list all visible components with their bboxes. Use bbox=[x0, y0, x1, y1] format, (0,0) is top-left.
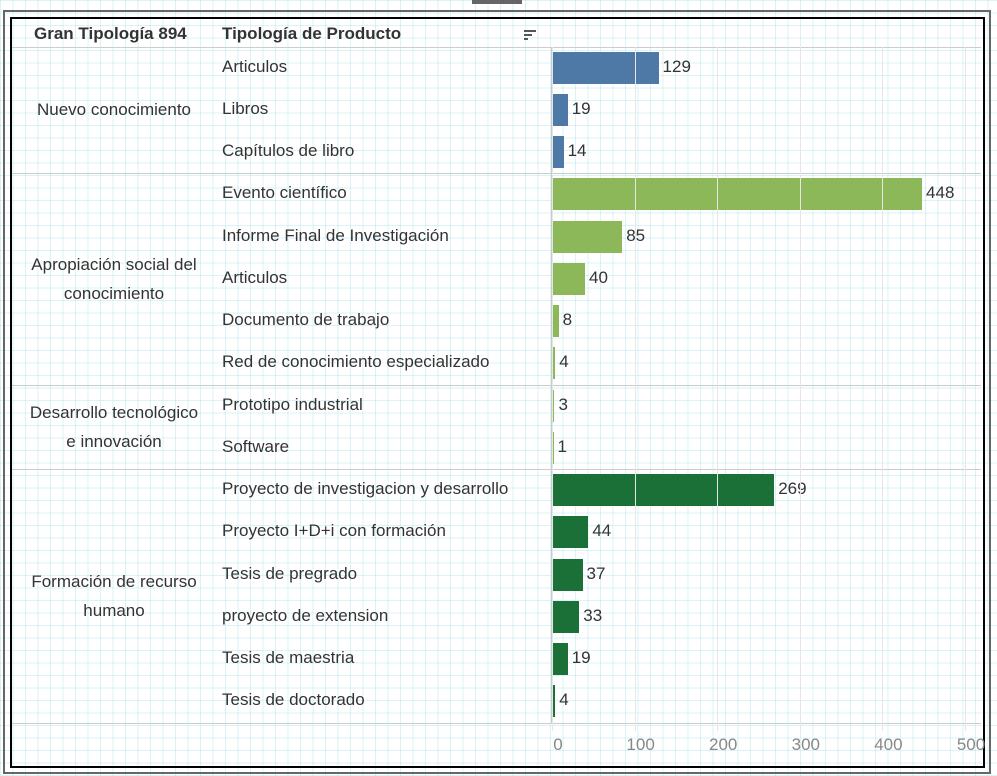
bar[interactable] bbox=[552, 643, 568, 676]
product-label[interactable]: Red de conocimiento especializado bbox=[222, 352, 490, 372]
data-label: 129 bbox=[662, 56, 691, 76]
data-label: 448 bbox=[926, 183, 955, 203]
group-label-line: Formación de recurso bbox=[31, 571, 197, 591]
group-divider bbox=[12, 384, 981, 386]
data-label: 8 bbox=[562, 310, 573, 330]
data-label: 4 bbox=[559, 690, 569, 710]
bar[interactable] bbox=[552, 685, 556, 718]
data-label: 40 bbox=[589, 267, 608, 287]
data-label: 44 bbox=[592, 521, 612, 541]
group-label-line: Desarrollo tecnológico bbox=[29, 402, 199, 422]
product-label[interactable]: Evento científico bbox=[222, 183, 347, 203]
data-label: 19 bbox=[571, 648, 591, 668]
gridline bbox=[965, 46, 966, 731]
bar[interactable] bbox=[552, 136, 564, 169]
x-tick-label: 300 bbox=[791, 735, 820, 754]
product-label[interactable]: Documento de trabajo bbox=[222, 310, 390, 330]
bar[interactable] bbox=[552, 516, 589, 549]
group-label-line: Nuevo conocimiento bbox=[36, 100, 192, 120]
gridline bbox=[552, 46, 553, 731]
bar[interactable] bbox=[552, 347, 556, 380]
data-label: 14 bbox=[567, 141, 587, 161]
data-label: 85 bbox=[626, 225, 646, 245]
x-tick-label: 500 bbox=[956, 735, 986, 754]
sort-icon[interactable] bbox=[524, 30, 536, 42]
group-divider bbox=[12, 722, 981, 724]
product-label[interactable]: Tesis de doctorado bbox=[222, 690, 365, 710]
x-tick-label: 100 bbox=[626, 735, 655, 754]
bar[interactable] bbox=[552, 600, 580, 633]
x-tick-label: 200 bbox=[709, 735, 738, 754]
group-label-line: Apropiación social del bbox=[31, 254, 197, 274]
group-label: Desarrollo tecnológico e innovación bbox=[14, 398, 214, 456]
bar[interactable] bbox=[552, 558, 583, 591]
data-label: 37 bbox=[586, 563, 606, 583]
group-label-line: e innovación bbox=[66, 431, 162, 451]
window-tab bbox=[472, 0, 522, 4]
dashboard-frame bbox=[3, 10, 991, 774]
bar[interactable] bbox=[552, 305, 559, 338]
bar[interactable] bbox=[552, 220, 623, 253]
product-label[interactable]: Prototipo industrial bbox=[222, 394, 363, 414]
group-divider bbox=[12, 469, 981, 470]
worksheet-frame bbox=[10, 17, 985, 768]
data-label: 19 bbox=[571, 98, 591, 118]
bar[interactable] bbox=[552, 93, 568, 126]
column-header-group[interactable]: Gran Tipología 894 bbox=[34, 24, 187, 43]
product-label[interactable]: Tesis de pregrado bbox=[222, 563, 358, 583]
product-label[interactable]: Software bbox=[222, 436, 290, 456]
data-label: 3 bbox=[558, 394, 568, 414]
header-divider bbox=[12, 46, 981, 48]
data-label: 33 bbox=[583, 605, 603, 625]
product-label[interactable]: Proyecto de investigacion y desarrollo bbox=[222, 479, 509, 499]
x-tick-label: 400 bbox=[874, 735, 903, 754]
bar[interactable] bbox=[552, 389, 555, 422]
gridline bbox=[634, 46, 636, 731]
bar[interactable] bbox=[552, 51, 659, 84]
product-label[interactable]: Libros bbox=[222, 98, 269, 118]
gridline bbox=[799, 46, 801, 731]
x-tick-label: 0 bbox=[553, 735, 563, 754]
product-label[interactable]: Informe Final de Investigación bbox=[222, 225, 449, 245]
group-label-line: humano bbox=[83, 600, 145, 620]
product-label[interactable]: Proyecto I+D+i con formación bbox=[222, 521, 446, 541]
product-label[interactable]: Tesis de maestria bbox=[222, 648, 355, 668]
gridline bbox=[882, 46, 884, 731]
product-label[interactable]: Capítulos de libro bbox=[222, 141, 355, 161]
column-header-product[interactable]: Tipología de Producto bbox=[222, 24, 402, 43]
group-label: Apropiación social del conocimiento bbox=[14, 250, 214, 308]
group-label: Nuevo conocimiento bbox=[14, 95, 214, 124]
group-divider bbox=[12, 173, 981, 175]
group-label-line: conocimiento bbox=[63, 283, 165, 303]
data-label: 1 bbox=[557, 436, 567, 456]
product-label[interactable]: proyecto de extension bbox=[222, 605, 389, 625]
data-label: 4 bbox=[559, 352, 569, 372]
bar[interactable] bbox=[552, 474, 775, 507]
gridline bbox=[717, 46, 719, 731]
product-label[interactable]: Articulos bbox=[222, 56, 288, 76]
data-label: 269 bbox=[778, 479, 807, 499]
bar[interactable] bbox=[552, 178, 923, 211]
group-label: Formación de recurso humano bbox=[14, 567, 214, 625]
bar[interactable] bbox=[552, 262, 586, 295]
product-label[interactable]: Articulos bbox=[222, 267, 288, 287]
